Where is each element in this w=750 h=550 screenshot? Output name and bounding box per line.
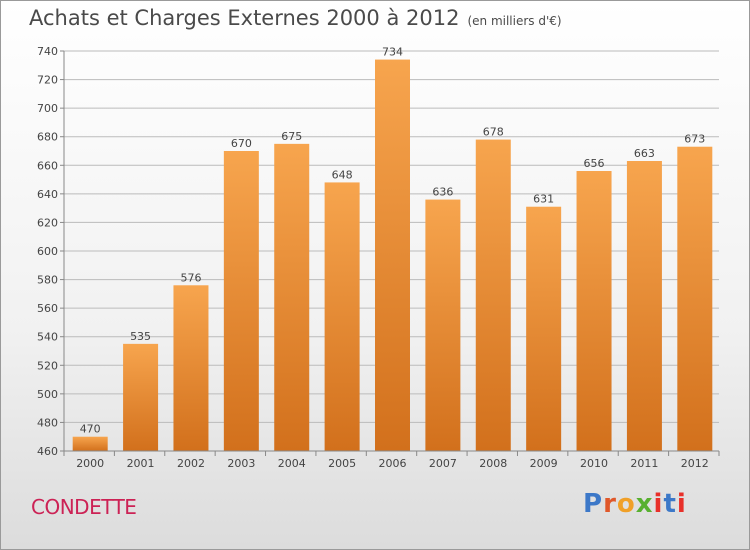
bar-2000 (72, 436, 108, 451)
y-tick-label: 560 (37, 302, 58, 315)
x-tick-label: 2004 (278, 457, 306, 470)
x-tick-label: 2003 (227, 457, 255, 470)
x-tick-label: 2001 (127, 457, 155, 470)
proxiti-logo: Proxiti (583, 489, 687, 519)
y-tick-label: 660 (37, 159, 58, 172)
y-tick-label: 460 (37, 445, 58, 458)
y-axis: 460 480 500 520 540 560 580 600 620 640 660 680 700 7… (37, 45, 65, 458)
data-label-2001: 535 (130, 330, 151, 343)
logo-letter: i (653, 489, 664, 519)
bar-2002 (173, 285, 209, 451)
logo-letter: r (603, 489, 617, 519)
x-tick-label: 2012 (681, 457, 709, 470)
y-tick-label: 700 (37, 102, 58, 115)
bar-2004 (274, 143, 310, 451)
data-label-2004: 675 (281, 130, 302, 143)
logo-letter: x (635, 489, 654, 519)
chart-title-text: Achats et Charges Externes 2000 à 2012 (29, 6, 460, 30)
bar-2003 (223, 151, 259, 451)
data-label-2000: 470 (80, 423, 101, 436)
bar-2001 (123, 343, 159, 451)
data-labels: 470 535 576 670 675 648 734 636 678 631 656 663 673 (80, 46, 706, 436)
y-tick-label: 600 (37, 245, 58, 258)
bar-2011 (626, 161, 662, 451)
data-label-2008: 678 (483, 126, 504, 139)
y-tick-label: 480 (37, 416, 58, 429)
y-tick-label: 640 (37, 188, 58, 201)
x-tick-label: 2006 (379, 457, 407, 470)
y-tick-label: 540 (37, 331, 58, 344)
data-label-2007: 636 (432, 186, 453, 199)
logo-letter: o (616, 489, 636, 519)
data-label-2002: 576 (180, 271, 201, 284)
x-tick-label: 2007 (429, 457, 457, 470)
data-label-2010: 656 (584, 157, 605, 170)
y-tick-label: 580 (37, 274, 58, 287)
x-tick-label: 2010 (580, 457, 608, 470)
data-label-2006: 734 (382, 46, 403, 59)
y-tick-label: 720 (37, 74, 58, 87)
bar-2010 (576, 171, 612, 451)
bar-2007 (425, 199, 461, 451)
x-axis: 2000 2001 2002 2003 2004 2005 2006 2007 2008 2009… (63, 450, 720, 470)
data-label-2009: 631 (533, 193, 554, 206)
bar-2006 (375, 59, 410, 451)
bar-2009 (526, 206, 562, 451)
chart-subtitle: (en milliers d'€) (467, 14, 562, 28)
x-tick-label: 2000 (76, 457, 104, 470)
data-label-2011: 663 (634, 147, 655, 160)
bars (72, 59, 713, 452)
bar-2012 (677, 146, 713, 451)
bar-2005 (324, 182, 360, 451)
commune-name: CONDETTE (31, 495, 137, 519)
data-label-2012: 673 (684, 133, 705, 146)
y-tick-label: 620 (37, 216, 58, 229)
x-tick-label: 2005 (328, 457, 356, 470)
chart-title: Achats et Charges Externes 2000 à 2012 (e… (29, 6, 562, 30)
logo-letter: t (663, 489, 677, 519)
x-tick-label: 2011 (630, 457, 658, 470)
y-tick-label: 740 (37, 45, 58, 58)
bar-2008 (475, 139, 511, 452)
logo-letter: P (583, 489, 604, 519)
data-label-2003: 670 (231, 137, 252, 150)
y-tick-label: 520 (37, 359, 58, 372)
y-tick-label: 680 (37, 131, 58, 144)
y-tick-label: 500 (37, 388, 58, 401)
x-tick-label: 2002 (177, 457, 205, 470)
x-tick-label: 2008 (479, 457, 507, 470)
data-label-2005: 648 (332, 168, 353, 181)
logo-letter: i (676, 489, 687, 519)
x-tick-label: 2009 (530, 457, 558, 470)
